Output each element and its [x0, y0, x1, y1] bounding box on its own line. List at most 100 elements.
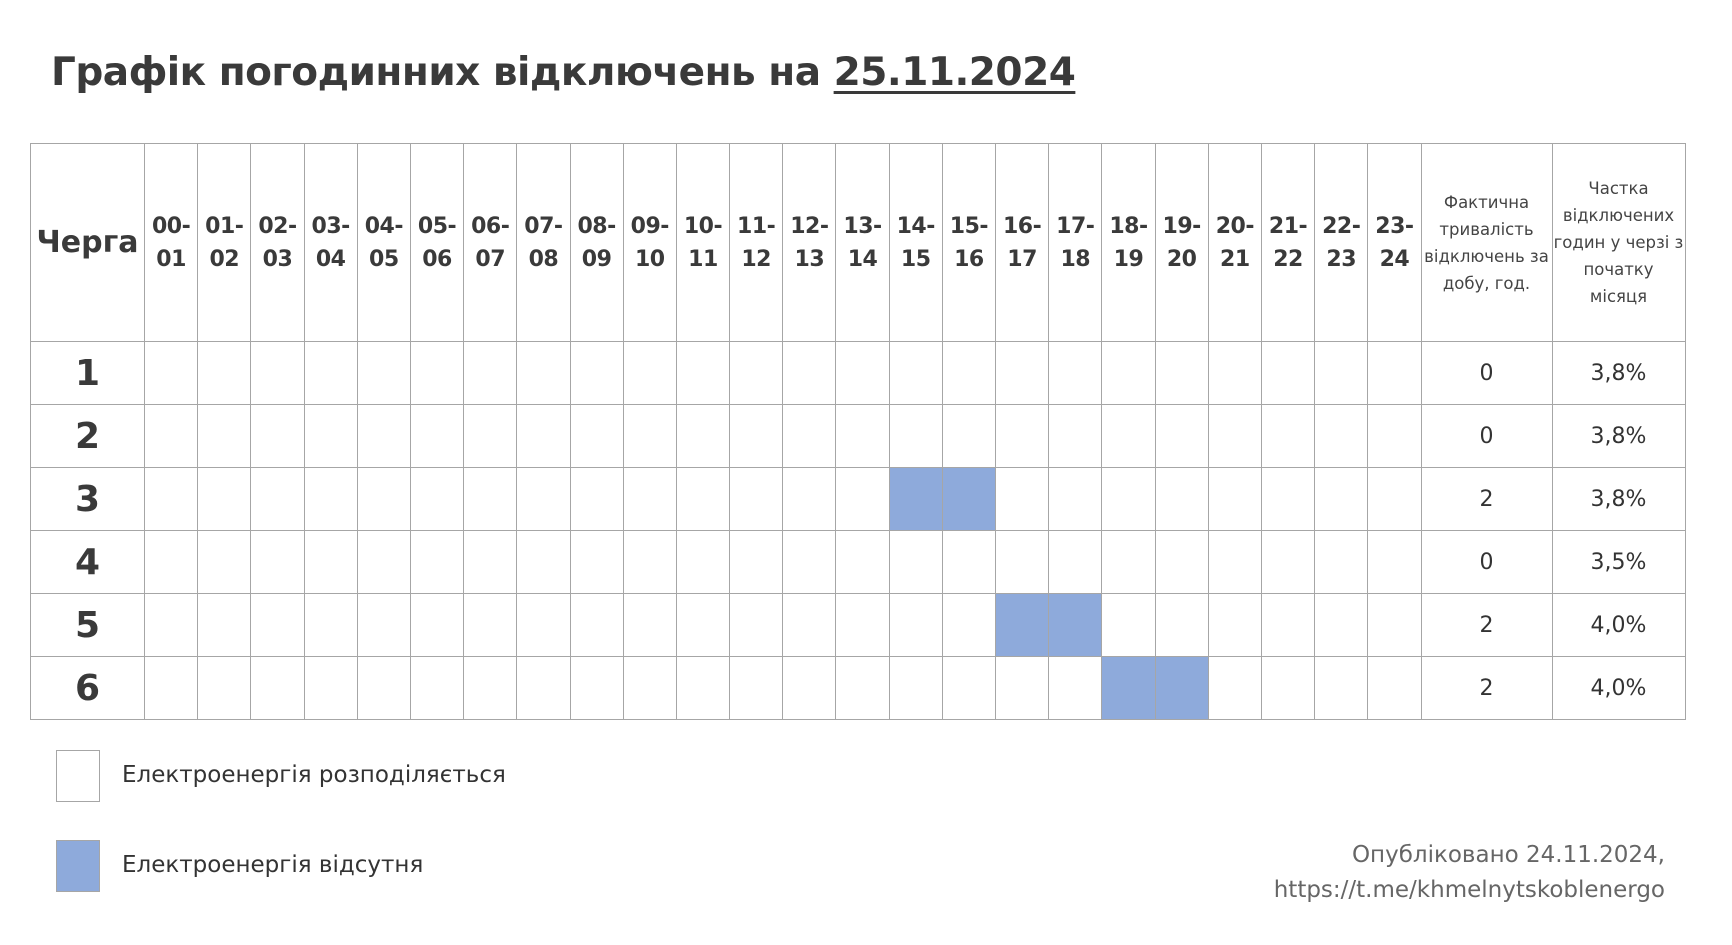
hour-cell-on	[197, 467, 252, 531]
hour-cell-on	[409, 656, 465, 720]
hour-cell-on	[1314, 467, 1369, 531]
hour-cell-on	[409, 341, 465, 405]
hour-cell-on	[729, 404, 784, 468]
hour-cell-on	[888, 530, 943, 594]
hour-cell-on	[941, 593, 997, 657]
hour-header: 03- 04	[303, 143, 358, 342]
hour-cell-on	[569, 341, 624, 405]
hour-cell-on	[1101, 593, 1156, 657]
queue-number: 1	[30, 341, 145, 405]
duration-value: 0	[1420, 530, 1553, 594]
hour-cell-on	[409, 593, 465, 657]
hour-cell-on	[1207, 467, 1262, 531]
queue-row: 5 2 4,0%	[30, 593, 1686, 657]
hour-cell-on	[197, 341, 252, 405]
hour-cell-on	[197, 656, 252, 720]
hour-cell-on	[835, 656, 890, 720]
hour-cell-on	[1048, 656, 1103, 720]
hour-cell-on	[782, 341, 837, 405]
hour-cell-on	[1314, 593, 1369, 657]
header-row: Черга 00- 01 01- 02 02- 03 03- 04 04- 05 05- …	[30, 143, 1686, 342]
hour-cell-on	[1207, 593, 1262, 657]
legend-swatch-off	[56, 840, 100, 892]
duration-value: 2	[1420, 593, 1553, 657]
hour-cell-on	[729, 467, 784, 531]
hour-header: 02- 03	[250, 143, 305, 342]
hour-cell-on	[569, 656, 624, 720]
hour-cell-on	[729, 341, 784, 405]
hour-cell-on	[941, 341, 997, 405]
hour-cell-on	[569, 467, 624, 531]
hour-cell-on	[356, 593, 411, 657]
hour-cell-on	[782, 593, 837, 657]
queue-number: 2	[30, 404, 145, 468]
hour-cell-on	[197, 530, 252, 594]
hour-cell-on	[994, 467, 1050, 531]
hour-cell-on	[356, 656, 411, 720]
hour-header: 04- 05	[356, 143, 411, 342]
hour-cell-on	[516, 341, 571, 405]
hour-cell-on	[356, 467, 411, 531]
hour-cell-on	[941, 656, 997, 720]
hour-cell-on	[835, 467, 890, 531]
hour-cell-on	[622, 467, 677, 531]
hour-cell-on	[1260, 593, 1316, 657]
hour-cell-on	[1048, 404, 1103, 468]
hour-header: 16- 17	[994, 143, 1050, 342]
hour-cell-on	[994, 656, 1050, 720]
hour-cell-on	[569, 530, 624, 594]
hour-cell-on	[303, 530, 358, 594]
published-date: Опубліковано 24.11.2024,	[1351, 842, 1665, 868]
hour-cell-on	[1367, 341, 1422, 405]
hour-cell-on	[675, 341, 731, 405]
queue-row: 1 0 3,8%	[30, 341, 1686, 405]
hour-header: 05- 06	[409, 143, 465, 342]
hour-cell-on	[1314, 404, 1369, 468]
hour-cell-on	[1101, 530, 1156, 594]
hour-cell-on	[835, 593, 890, 657]
hour-cell-off	[1154, 656, 1209, 720]
hour-header: 22- 23	[1314, 143, 1369, 342]
hour-cell-on	[1154, 341, 1209, 405]
queue-number: 5	[30, 593, 145, 657]
queue-header: Черга	[30, 143, 145, 342]
hour-cell-on	[1048, 467, 1103, 531]
hour-cell-on	[303, 467, 358, 531]
hour-cell-on	[409, 404, 465, 468]
hour-cell-on	[622, 656, 677, 720]
telegram-link[interactable]: https://t.me/khmelnytskoblenergo	[1273, 877, 1665, 903]
hour-cell-on	[1101, 404, 1156, 468]
hour-cell-on	[143, 404, 199, 468]
hour-cell-on	[622, 593, 677, 657]
hour-cell-on	[994, 530, 1050, 594]
queue-row: 4 0 3,5%	[30, 530, 1686, 594]
hour-cell-on	[622, 404, 677, 468]
queue-number: 3	[30, 467, 145, 531]
share-value: 3,8%	[1551, 467, 1686, 531]
page-title: Графік погодинних відключень на 25.11.20…	[51, 50, 1076, 95]
hour-cell-on	[835, 341, 890, 405]
hour-cell-on	[409, 467, 465, 531]
hour-cell-on	[729, 593, 784, 657]
hour-cell-on	[1154, 530, 1209, 594]
hour-cell-on	[303, 593, 358, 657]
duration-value: 2	[1420, 467, 1553, 531]
hour-cell-on	[1367, 656, 1422, 720]
hour-cell-on	[1260, 656, 1316, 720]
hour-cell-on	[782, 656, 837, 720]
hour-cell-on	[463, 467, 518, 531]
duration-value: 0	[1420, 404, 1553, 468]
hour-cell-on	[622, 530, 677, 594]
footer: Опубліковано 24.11.2024, https://t.me/kh…	[1274, 838, 1665, 908]
hour-cell-on	[250, 593, 305, 657]
queue-row: 2 0 3,8%	[30, 404, 1686, 468]
hour-cell-on	[675, 593, 731, 657]
hour-header: 07- 08	[516, 143, 571, 342]
hour-cell-on	[143, 530, 199, 594]
hour-cell-off	[888, 467, 943, 531]
hour-cell-on	[516, 404, 571, 468]
hour-cell-on	[303, 341, 358, 405]
hour-cell-on	[622, 341, 677, 405]
hour-cell-on	[835, 404, 890, 468]
hour-cell-on	[409, 530, 465, 594]
